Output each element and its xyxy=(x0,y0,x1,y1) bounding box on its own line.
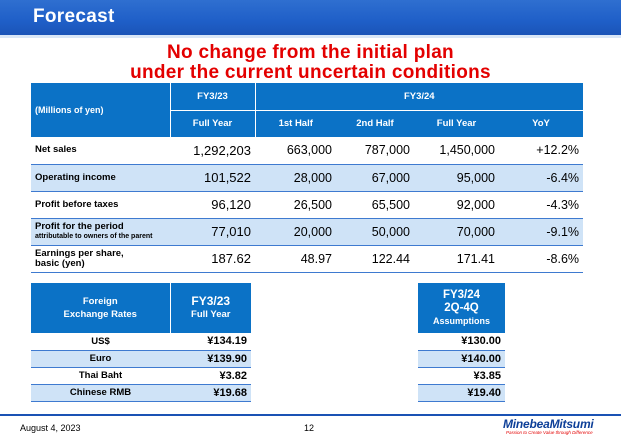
cell-fy23: 77,010 xyxy=(170,218,255,246)
col-2nd-half: 2nd Half xyxy=(336,110,414,137)
fx-currency: Chinese RMB xyxy=(31,384,170,402)
cell-2nd-half: 122.44 xyxy=(336,245,414,273)
cell-2nd-half: 787,000 xyxy=(336,137,414,165)
title-underline xyxy=(0,35,621,38)
cell-1st-half: 28,000 xyxy=(255,164,336,192)
fx-row: Thai Baht ¥3.82 xyxy=(31,367,251,385)
row-label: Net sales xyxy=(31,137,170,165)
fx-fy24-header: FY3/24 2Q-4Q Assumptions xyxy=(418,283,505,333)
fx-fy24-label: FY3/24 xyxy=(442,288,481,301)
cell-1st-half: 26,500 xyxy=(255,191,336,219)
slide-title: Forecast xyxy=(33,6,115,27)
table-row: Operating income 101,522 28,000 67,000 9… xyxy=(31,164,584,192)
fx-rate-fy24: ¥19.40 xyxy=(418,384,505,402)
cell-2nd-half: 65,500 xyxy=(336,191,414,219)
row-label-main: Profit for the period xyxy=(35,221,124,232)
footer-date: August 4, 2023 xyxy=(20,423,81,433)
fx-row: Euro ¥139.90 xyxy=(31,350,251,368)
fx-table-fy23: Foreign Exchange Rates FY3/23 Full Year … xyxy=(31,283,251,402)
fx-header-line-1: Foreign xyxy=(82,296,118,307)
page-number: 12 xyxy=(304,423,315,433)
fx-fy23-label: FY3/23 xyxy=(191,294,231,308)
cell-1st-half: 48.97 xyxy=(255,245,336,273)
company-logo: MinebeaMitsumi Passion to Create Value t… xyxy=(503,418,613,436)
row-label: Profit before taxes xyxy=(31,191,170,219)
title-bar: Forecast xyxy=(0,0,621,38)
fx-currency: US$ xyxy=(31,333,170,351)
forecast-table: (Millions of yen) FY3/23 FY3/24 Full Yea… xyxy=(31,83,584,273)
table-row: Net sales 1,292,203 663,000 787,000 1,45… xyxy=(31,137,584,165)
row-label-line-1: Earnings per share, xyxy=(35,247,124,259)
cell-fy23: 96,120 xyxy=(170,191,255,219)
fy23-subheader: Full Year xyxy=(170,110,256,137)
fx-row: ¥3.85 xyxy=(418,367,505,385)
fx-row: Chinese RMB ¥19.68 xyxy=(31,384,251,402)
row-label: Earnings per share, basic (yen) xyxy=(31,245,170,273)
col-full-year: Full Year xyxy=(414,110,499,137)
fx-fy23-sub: Full Year xyxy=(191,309,231,320)
fx-row: US$ ¥134.19 xyxy=(31,333,251,351)
col-1st-half: 1st Half xyxy=(255,110,336,137)
fx-rate-fy24: ¥130.00 xyxy=(418,333,505,351)
cell-2nd-half: 50,000 xyxy=(336,218,414,246)
fx-row: ¥140.00 xyxy=(418,350,505,368)
row-label-line-2: basic (yen) xyxy=(35,257,85,269)
fy23-header: FY3/23 xyxy=(170,83,256,111)
unit-label: (Millions of yen) xyxy=(31,83,171,137)
fx-currency: Thai Baht xyxy=(31,367,170,385)
fx-header-label: Foreign Exchange Rates xyxy=(31,283,171,333)
logo-tagline: Passion to Create Value through Differen… xyxy=(506,430,593,435)
fx-rate-fy24: ¥140.00 xyxy=(418,350,505,368)
cell-yoy: +12.2% xyxy=(499,137,584,165)
table-row: Profit before taxes 96,120 26,500 65,500… xyxy=(31,191,584,219)
cell-full-year: 1,450,000 xyxy=(414,137,499,165)
fx-rate-fy23: ¥134.19 xyxy=(170,333,251,351)
cell-fy23: 101,522 xyxy=(170,164,255,192)
row-label: Profit for the period attributable to ow… xyxy=(31,218,170,246)
logo-brand: MinebeaMitsumi xyxy=(503,417,594,431)
table-row: Profit for the period attributable to ow… xyxy=(31,218,584,246)
table-row: Earnings per share, basic (yen) 187.62 4… xyxy=(31,245,584,273)
cell-2nd-half: 67,000 xyxy=(336,164,414,192)
cell-yoy: -4.3% xyxy=(499,191,584,219)
fx-rate-fy23: ¥19.68 xyxy=(170,384,251,402)
cell-yoy: -8.6% xyxy=(499,245,584,273)
fx-currency: Euro xyxy=(31,350,170,368)
row-label: Operating income xyxy=(31,164,170,192)
cell-fy23: 1,292,203 xyxy=(170,137,255,165)
footer-rule xyxy=(0,414,621,416)
cell-full-year: 70,000 xyxy=(414,218,499,246)
fx-fy23-header: FY3/23 Full Year xyxy=(170,283,251,333)
cell-1st-half: 20,000 xyxy=(255,218,336,246)
fx-row: ¥19.40 xyxy=(418,384,505,402)
fx-rate-fy24: ¥3.85 xyxy=(418,367,505,385)
fx-rate-fy23: ¥3.82 xyxy=(170,367,251,385)
cell-fy23: 187.62 xyxy=(170,245,255,273)
cell-yoy: -6.4% xyxy=(499,164,584,192)
fx-header-line-2: Exchange Rates xyxy=(63,309,137,320)
fx-fy24-sub2: Assumptions xyxy=(432,315,490,326)
fy24-header: FY3/24 xyxy=(255,83,584,111)
row-label-sub: attributable to owners of the parent xyxy=(35,233,153,240)
fx-row: ¥130.00 xyxy=(418,333,505,351)
cell-1st-half: 663,000 xyxy=(255,137,336,165)
cell-full-year: 95,000 xyxy=(414,164,499,192)
fx-fy24-sub1: 2Q-4Q xyxy=(444,301,479,314)
cell-yoy: -9.1% xyxy=(499,218,584,246)
headline-line-1: No change from the initial plan xyxy=(167,42,454,63)
fx-table-fy24: FY3/24 2Q-4Q Assumptions ¥130.00 ¥140.00… xyxy=(418,283,505,402)
cell-full-year: 92,000 xyxy=(414,191,499,219)
col-yoy: YoY xyxy=(499,110,584,137)
cell-full-year: 171.41 xyxy=(414,245,499,273)
headline-line-2: under the current uncertain conditions xyxy=(130,62,491,83)
fx-rate-fy23: ¥139.90 xyxy=(170,350,251,368)
